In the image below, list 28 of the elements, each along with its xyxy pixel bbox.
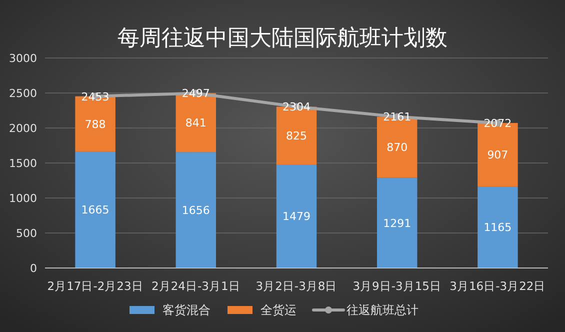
x-tick-label: 3月16日-3月22日 — [450, 279, 546, 293]
x-tick-label: 2月17日-2月23日 — [47, 279, 144, 293]
legend-label: 客货混合 — [162, 303, 210, 317]
data-label: 907 — [487, 148, 508, 162]
x-tick-label: 3月9日-3月15日 — [352, 279, 442, 293]
legend-label: 全货运 — [260, 303, 296, 317]
data-label: 1665 — [81, 204, 110, 217]
data-label: 2072 — [484, 116, 512, 130]
y-tick-label: 1000 — [9, 192, 37, 205]
x-tick-label: 2月24日-3月1日 — [152, 279, 240, 293]
data-label: 788 — [84, 118, 106, 131]
y-tick-label: 0 — [30, 262, 37, 275]
data-label: 1656 — [182, 204, 210, 218]
y-tick-label: 2000 — [9, 122, 37, 135]
chart-title: 每周往返中国大陆国际航班计划数 — [118, 26, 448, 51]
data-label: 841 — [185, 116, 206, 130]
y-tick-label: 3000 — [9, 52, 37, 65]
y-tick-label: 1500 — [9, 157, 37, 170]
data-label: 825 — [286, 130, 307, 143]
y-tick-label: 500 — [16, 227, 37, 240]
data-label: 1291 — [383, 216, 412, 230]
data-label: 870 — [386, 141, 408, 154]
data-label: 1165 — [484, 221, 512, 234]
x-tick-label: 3月2日-3月8日 — [256, 279, 338, 293]
legend-label: 往返航班总计 — [346, 303, 418, 317]
y-tick-label: 2500 — [9, 87, 37, 100]
data-label: 2453 — [81, 90, 110, 104]
data-label: 1479 — [282, 210, 310, 224]
